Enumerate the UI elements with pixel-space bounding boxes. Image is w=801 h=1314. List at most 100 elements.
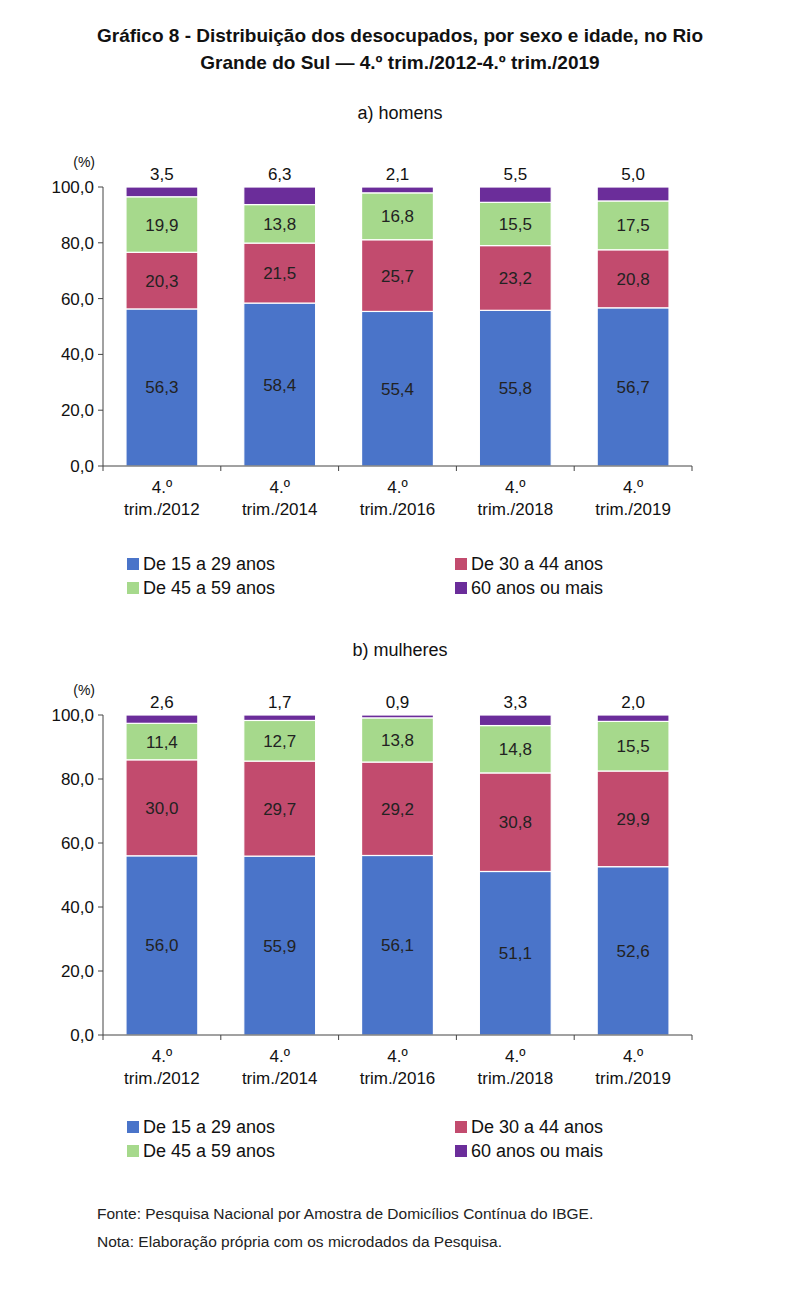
x-tick-label: 4.ºtrim./2014 (242, 1047, 318, 1088)
legend-swatch (455, 1121, 467, 1133)
y-tick (98, 187, 103, 188)
x-tick (103, 466, 104, 471)
data-label: 56,3 (145, 378, 178, 397)
y-tick (98, 1035, 103, 1036)
bar-segment (479, 773, 551, 872)
data-label: 20,3 (145, 272, 178, 291)
bar-segment (479, 246, 551, 311)
y-axis (103, 187, 104, 466)
data-label: 52,6 (617, 942, 650, 961)
bar-segment (362, 762, 434, 855)
data-label: 5,5 (503, 165, 527, 184)
bar-segment (244, 856, 316, 1035)
y-tick (98, 242, 103, 243)
x-tick (456, 466, 457, 471)
bar-segment (597, 201, 669, 250)
x-axis (103, 466, 692, 467)
data-label: 15,5 (617, 737, 650, 756)
data-label: 13,8 (381, 731, 414, 750)
data-label: 2,1 (386, 165, 410, 184)
x-tick-label: 4.ºtrim./2012 (124, 1047, 200, 1088)
data-label: 51,1 (499, 944, 532, 963)
y-tick (98, 466, 103, 467)
bar-segment (126, 760, 198, 856)
x-tick (338, 1035, 339, 1040)
data-label: 29,2 (381, 800, 414, 819)
data-label: 56,1 (381, 936, 414, 955)
legend-label: De 15 a 29 anos (143, 1117, 275, 1137)
data-label: 2,6 (150, 693, 174, 712)
x-tick-label: 4.ºtrim./2016 (360, 1047, 436, 1088)
data-label: 55,8 (499, 379, 532, 398)
x-tick (103, 1035, 104, 1040)
x-tick (574, 466, 575, 471)
y-tick-label: 80,0 (61, 770, 94, 789)
bar-segment (126, 715, 198, 723)
y-tick-label: 0,0 (70, 457, 94, 476)
data-label: 56,0 (145, 936, 178, 955)
bar-segment (362, 718, 434, 762)
bar-segment (362, 193, 434, 240)
data-label: 25,7 (381, 267, 414, 286)
y-tick (98, 843, 103, 844)
data-labels: 56,320,319,93,558,421,513,86,355,425,716… (145, 165, 649, 399)
y-tick-label: 60,0 (61, 290, 94, 309)
bar-segment (597, 308, 669, 466)
data-label: 19,9 (145, 216, 178, 235)
chart: a) homens(%)0,020,040,060,080,0100,056,3… (51, 103, 692, 598)
chart-title: a) homens (357, 103, 442, 123)
legend-label: De 30 a 44 anos (471, 554, 603, 574)
data-label: 3,5 (150, 165, 174, 184)
bar-segment (362, 715, 434, 718)
data-label: 16,8 (381, 207, 414, 226)
bar-segment (126, 252, 198, 309)
y-tick-label: 100,0 (51, 706, 94, 725)
legend: De 15 a 29 anosDe 30 a 44 anosDe 45 a 59… (127, 1117, 603, 1161)
legend-swatch (127, 558, 139, 570)
y-tick-label: 40,0 (61, 898, 94, 917)
data-label: 13,8 (263, 215, 296, 234)
bar-segment (597, 721, 669, 771)
x-tick (692, 466, 693, 471)
y-tick-label: 20,0 (61, 962, 94, 981)
bar-segment (362, 311, 434, 466)
bar-segment (244, 205, 316, 244)
legend-swatch (455, 558, 467, 570)
data-label: 55,4 (381, 380, 414, 399)
y-axis (103, 715, 104, 1035)
legend-label: De 15 a 29 anos (143, 554, 275, 574)
data-label: 29,7 (263, 800, 296, 819)
y-tick-label: 0,0 (70, 1026, 94, 1045)
data-label: 17,5 (617, 216, 650, 235)
bar-segment (126, 309, 198, 466)
data-label: 58,4 (263, 376, 296, 395)
x-tick-label: 4.ºtrim./2019 (595, 1047, 671, 1088)
legend: De 15 a 29 anos De 30 a 44 anos De 45 a 59… (127, 554, 603, 598)
legend-swatch (127, 582, 139, 594)
y-tick-label: 40,0 (61, 345, 94, 364)
legend-label: De 45 a 59 anos (143, 578, 275, 598)
bar-segment (479, 202, 551, 245)
y-tick (98, 715, 103, 716)
bar-segment (126, 197, 198, 253)
data-label: 3,3 (503, 693, 527, 712)
bar-segment (362, 855, 434, 1035)
x-tick-label: 4.ºtrim./2014 (242, 478, 318, 519)
y-tick (98, 298, 103, 299)
bars (126, 187, 669, 466)
x-axis (103, 1035, 692, 1036)
bar-segment (244, 187, 316, 205)
source: Fonte: Pesquisa Nacional por Amostra de … (97, 1203, 727, 1225)
legend-swatch (127, 1145, 139, 1157)
x-tick (456, 1035, 457, 1040)
legend-label: De 30 a 44 anos (471, 1117, 603, 1137)
data-label: 30,8 (499, 813, 532, 832)
data-label: 0,9 (386, 693, 410, 712)
bar-segment (362, 187, 434, 193)
x-tick (574, 1035, 575, 1040)
data-label: 12,7 (263, 732, 296, 751)
data-label: 15,5 (499, 215, 532, 234)
bar-segment (244, 720, 316, 761)
bar-segment (479, 715, 551, 726)
bar-segment (126, 856, 198, 1035)
